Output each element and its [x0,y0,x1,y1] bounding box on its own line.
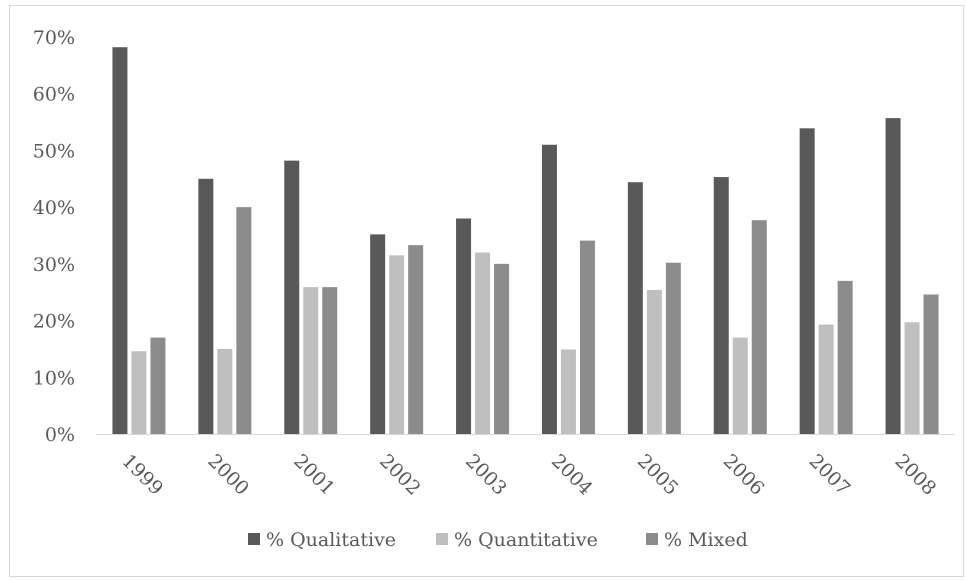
legend-swatch [436,533,448,545]
x-tick-label: 2002 [375,450,425,500]
bar-quantitative-2004 [560,349,576,434]
bar-qualitative-2001 [284,160,300,434]
bar-quantitative-2007 [818,324,834,434]
bar-qualitative-2005 [627,182,643,434]
bar-qualitative-2002 [370,234,386,434]
bar-mixed-2006 [751,220,767,434]
x-tick-label: 2005 [633,450,683,500]
legend-swatch [646,533,658,545]
x-tick-label: 1999 [117,450,167,500]
legend: % Qualitative % Quantitative % Mixed [248,529,748,551]
bar-qualitative-2007 [799,128,815,434]
bar-quantitative-2008 [904,322,920,434]
x-tick-label: 2008 [891,450,941,500]
bar-qualitative-2003 [456,218,472,434]
bar-qualitative-2006 [713,177,729,434]
y-tick-label: 60% [33,84,75,106]
y-tick-label: 50% [33,140,75,162]
bar-mixed-2008 [923,294,939,434]
bar-quantitative-2005 [646,289,662,434]
bar-mixed-2002 [408,245,424,434]
x-tick-label: 2007 [805,450,855,500]
bar-quantitative-2006 [732,337,748,434]
y-tick-label: 0% [45,424,75,446]
bar-quantitative-2000 [217,348,233,434]
x-tick-label: 2004 [547,450,597,500]
legend-swatch [248,533,260,545]
bar-qualitative-2004 [541,144,557,434]
bar-quantitative-2002 [389,255,405,434]
y-tick-label: 70% [33,27,75,49]
bar-mixed-2001 [322,287,338,434]
bar-qualitative-2000 [198,178,214,434]
bar-mixed-2007 [837,280,853,434]
x-tick-label: 2000 [203,450,253,500]
x-tick-label: 2001 [289,450,339,500]
bar-qualitative-1999 [112,47,128,435]
bar-mixed-2005 [665,262,681,434]
legend-label: % Qualitative [266,529,396,551]
bars [112,47,939,435]
y-tick-label: 40% [33,197,75,219]
bar-quantitative-2003 [475,252,491,434]
legend-label: % Quantitative [454,529,598,551]
bar-qualitative-2008 [885,118,901,434]
x-tick-label: 2003 [461,450,511,500]
y-tick-label: 10% [33,367,75,389]
bar-mixed-1999 [150,337,166,434]
bar-mixed-2000 [236,207,252,434]
legend-label: % Mixed [664,529,748,551]
y-axis-ticks: 0% 10% 20% 30% 40% 50% 60% 70% [33,27,75,446]
x-axis-ticks: 1999 2000 2001 2002 2003 2004 2005 2006 2007 2008 [117,450,940,500]
y-tick-label: 20% [33,311,75,333]
bar-mixed-2003 [494,263,510,434]
x-tick-label: 2006 [719,450,769,500]
bar-quantitative-2001 [303,287,319,434]
y-tick-label: 30% [33,254,75,276]
bar-quantitative-1999 [131,351,147,434]
bar-mixed-2004 [579,240,595,434]
